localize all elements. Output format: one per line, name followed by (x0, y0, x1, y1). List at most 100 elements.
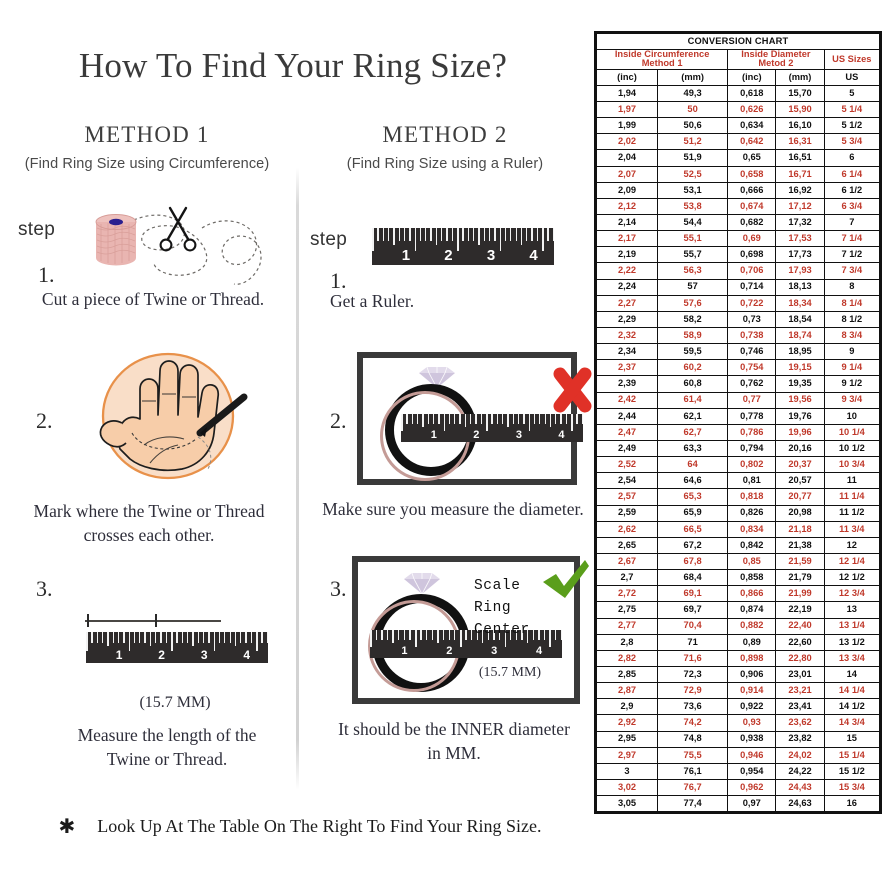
cell-r9-c2: 0,69 (727, 230, 777, 248)
cell-r26-c2: 0,826 (727, 504, 777, 522)
scale-text-line-1: Scale (474, 578, 521, 594)
ruler-number-4: 4 (529, 247, 538, 264)
hand-with-pen-icon (99, 352, 248, 480)
table-row: 3,05 77,4 0,97 24,63 16 (596, 795, 881, 813)
cell-r38-c0: 2,9 (596, 698, 658, 716)
scale-ring-center-text: Scale Ring Center (474, 576, 574, 641)
cell-r36-c2: 0,906 (727, 665, 777, 684)
cell-r41-c2: 0,946 (727, 746, 777, 764)
cell-r3-c2: 0,642 (727, 133, 777, 151)
cell-r31-c2: 0,866 (727, 585, 777, 603)
cell-r20-c2: 0,778 (727, 407, 777, 425)
group-header-1-line2: Metod 2 (758, 58, 794, 69)
table-row: 3 76,1 0,954 24,22 15 1/2 (596, 762, 881, 780)
cell-r21-c0: 2,47 (596, 423, 658, 441)
cell-r32-c1: 69,7 (656, 601, 729, 619)
cell-r4-c2: 0,65 (727, 149, 777, 167)
cell-r2-c1: 50,6 (656, 117, 729, 135)
cell-r43-c2: 0,962 (727, 778, 777, 797)
cell-r29-c0: 2,67 (596, 552, 658, 571)
cell-r40-c0: 2,95 (596, 730, 658, 748)
table-row: 2,39 60,8 0,762 19,35 9 1/2 (596, 375, 881, 393)
cell-r16-c4: 9 (823, 343, 881, 361)
cell-r1-c4: 5 1/4 (823, 101, 881, 119)
column-header-2: (inc) (727, 68, 777, 86)
ruler-number-4: 4 (535, 645, 543, 657)
cell-r39-c3: 23,62 (775, 714, 825, 732)
cell-r37-c2: 0,914 (727, 682, 777, 700)
cell-r40-c1: 74,8 (656, 730, 729, 748)
cell-r39-c0: 2,92 (596, 714, 658, 732)
cell-r30-c4: 12 1/2 (823, 569, 881, 587)
table-row: 2,59 65,9 0,826 20,98 11 1/2 (596, 504, 881, 522)
cell-r9-c1: 55,1 (656, 230, 729, 248)
table-row: 2,92 74,2 0,93 23,62 14 3/4 (596, 714, 881, 732)
cell-r13-c2: 0,722 (727, 294, 777, 312)
cell-r12-c0: 2,24 (596, 278, 658, 296)
cell-r5-c3: 16,71 (775, 165, 825, 183)
cell-r18-c2: 0,762 (727, 375, 777, 393)
ruler-number-3: 3 (515, 429, 522, 441)
ruler-number-2: 2 (158, 648, 165, 662)
cell-r22-c0: 2,49 (596, 439, 658, 458)
method-1-step-1-number: 1. (38, 262, 55, 287)
method-1-step-3-number: 3. (36, 576, 53, 601)
cell-r22-c3: 20,16 (775, 439, 825, 458)
cell-r2-c3: 16,10 (775, 117, 825, 135)
cell-r35-c1: 71,6 (656, 649, 729, 667)
cell-r28-c4: 12 (823, 536, 881, 554)
method-1-subtitle: (Find Ring Size using Circumference) (24, 156, 270, 172)
cell-r7-c2: 0,674 (727, 197, 777, 216)
cell-r14-c1: 58,2 (656, 310, 729, 328)
table-row: 2,29 58,2 0,73 18,54 8 1/2 (596, 310, 881, 328)
cell-r42-c3: 24,22 (775, 762, 825, 780)
cell-r22-c1: 63,3 (656, 439, 729, 458)
table-row: 2,17 55,1 0,69 17,53 7 1/4 (596, 230, 881, 248)
table-row: 2,57 65,3 0,818 20,77 11 1/4 (596, 488, 881, 506)
table-row: 2,14 54,4 0,682 17,32 7 (596, 213, 881, 232)
cell-r31-c1: 69,1 (656, 585, 729, 603)
cell-r8-c2: 0,682 (727, 213, 777, 232)
table-row: 2,09 53,1 0,666 16,92 6 1/2 (596, 181, 881, 199)
cell-r13-c3: 18,34 (775, 294, 825, 312)
cell-r11-c1: 56,3 (656, 262, 729, 280)
cell-r15-c0: 2,32 (596, 326, 658, 345)
green-check-icon (543, 560, 589, 598)
cell-r6-c0: 2,09 (596, 181, 658, 199)
asterisk-icon: ✱ (58, 816, 76, 838)
cell-r12-c4: 8 (823, 278, 881, 296)
cell-r8-c0: 2,14 (596, 213, 658, 232)
ruler-number-1: 1 (430, 429, 437, 441)
cell-r25-c2: 0,818 (727, 488, 777, 506)
cell-r40-c2: 0,938 (727, 730, 777, 748)
cell-r30-c1: 68,4 (656, 569, 729, 587)
table-row: 1,99 50,6 0,634 16,10 5 1/2 (596, 117, 881, 135)
cell-r16-c2: 0,746 (727, 343, 777, 361)
cell-r17-c0: 2,37 (596, 359, 658, 377)
cell-r18-c1: 60,8 (656, 375, 729, 393)
table-row: 1,97 50 0,626 15,90 5 1/4 (596, 101, 881, 119)
cell-r21-c2: 0,786 (727, 423, 777, 441)
table-row: 2,44 62,1 0,778 19,76 10 (596, 407, 881, 425)
ruler-number-2: 2 (444, 247, 453, 264)
table-row: 2,19 55,7 0,698 17,73 7 1/2 (596, 246, 881, 264)
cell-r37-c3: 23,21 (775, 682, 825, 700)
cell-r31-c4: 12 3/4 (823, 585, 881, 603)
group-header-2-line1: US Sizes (832, 53, 872, 64)
cell-r20-c4: 10 (823, 407, 881, 425)
table-row: 2,67 67,8 0,85 21,59 12 1/4 (596, 552, 881, 571)
table-row: 2,27 57,6 0,722 18,34 8 1/4 (596, 294, 881, 312)
cell-r7-c4: 6 3/4 (823, 197, 881, 216)
cell-r43-c3: 24,43 (775, 778, 825, 797)
cell-r7-c3: 17,12 (775, 197, 825, 216)
method-2-step-3-caption-line-2: in MM. (427, 742, 481, 763)
cell-r38-c3: 23,41 (775, 698, 825, 716)
group-header-inside-diameter: Inside Diameter Metod 2 (727, 49, 825, 70)
conversion-chart-head: CONVERSION CHART Inside Circumference Me… (595, 32, 881, 86)
cell-r4-c4: 6 (823, 149, 881, 167)
cell-r23-c3: 20,37 (775, 456, 825, 474)
cell-r25-c4: 11 1/4 (823, 488, 881, 506)
table-row: 2,95 74,8 0,938 23,82 15 (596, 730, 881, 748)
ruler-number-3: 3 (486, 247, 496, 264)
cell-r39-c1: 74,2 (656, 714, 729, 732)
